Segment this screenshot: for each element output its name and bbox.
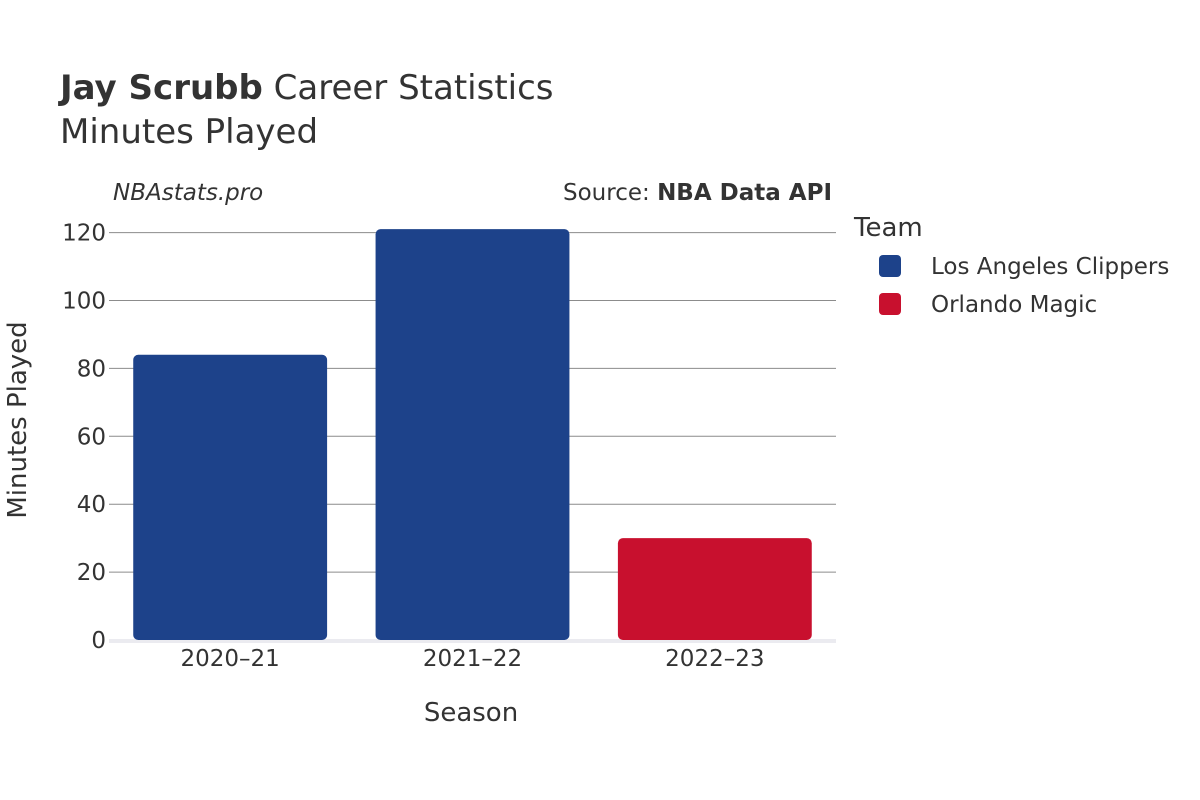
source-name: NBA Data API	[657, 180, 832, 206]
chart-title: Jay Scrubb Career Statistics	[60, 68, 554, 108]
title-rest: Career Statistics	[273, 68, 554, 108]
bar	[375, 229, 570, 640]
y-tick-label: 120	[62, 221, 106, 247]
source-label: Source:	[563, 180, 657, 206]
x-tick-label: 2022–23	[665, 646, 764, 672]
source-credit: Source: NBA Data API	[563, 180, 832, 206]
y-tick-label: 80	[77, 356, 106, 382]
y-tick-label: 40	[77, 492, 106, 518]
bar	[133, 354, 328, 640]
watermark: NBAstats.pro	[113, 180, 263, 206]
y-tick-label: 60	[77, 424, 106, 450]
player-name: Jay Scrubb	[60, 68, 263, 108]
y-axis-label: Minutes Played	[3, 321, 33, 518]
legend-swatch	[879, 255, 901, 277]
y-tick-label: 0	[91, 628, 106, 654]
chart-subtitle: Minutes Played	[60, 112, 319, 152]
bars	[133, 229, 812, 640]
legend-swatch	[879, 293, 901, 315]
x-axis-label: Season	[424, 698, 518, 728]
bar	[617, 538, 812, 640]
legend-label: Orlando Magic	[931, 292, 1097, 318]
x-tick-label: 2021–22	[423, 646, 522, 672]
legend-label: Los Angeles Clippers	[931, 254, 1169, 280]
y-tick-label: 100	[62, 288, 106, 314]
x-tick-labels: 2020–21 2021–22 2022–23	[181, 646, 765, 672]
x-tick-label: 2020–21	[181, 646, 280, 672]
legend: Team Los Angeles Clippers Orlando Magic	[853, 213, 1169, 318]
y-tick-label: 20	[77, 560, 106, 586]
legend-title: Team	[853, 213, 923, 243]
y-tick-labels: 0 20 40 60 80 100 120	[62, 221, 106, 654]
